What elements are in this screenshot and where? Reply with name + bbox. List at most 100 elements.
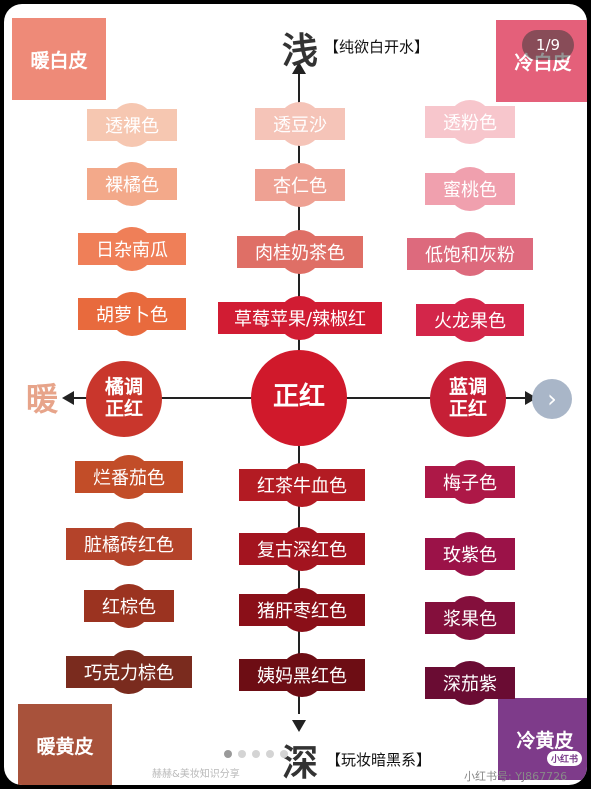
shade-label: 低饱和灰粉 bbox=[425, 245, 515, 266]
warm-side-label: 暖 bbox=[26, 380, 59, 418]
deep-label: 深 bbox=[282, 743, 319, 784]
orange-toned-line1: 橘调 bbox=[104, 376, 143, 399]
badge-blob bbox=[280, 463, 324, 507]
shade-badge-left-top-1: 透裸色 bbox=[87, 103, 177, 147]
badge-blob bbox=[110, 103, 154, 147]
badge-blob bbox=[107, 584, 151, 628]
badge-blob bbox=[278, 102, 322, 146]
corner-warm-yellow: 暖黄皮 bbox=[18, 704, 112, 785]
shade-label: 透粉色 bbox=[443, 113, 497, 134]
blue-toned-line1: 蓝调 bbox=[448, 376, 487, 399]
shade-badge-right-bottom-2: 玫紫色 bbox=[425, 532, 515, 576]
shade-badge-middle-bottom-2: 复古深红色 bbox=[239, 527, 365, 571]
shade-badge-right-top-3: 低饱和灰粉 bbox=[407, 232, 533, 276]
shade-label: 胡萝卜色 bbox=[96, 305, 168, 326]
xiaohongshu-badge: 小红书 bbox=[546, 751, 582, 766]
pagination-dots bbox=[224, 750, 288, 758]
badge-blob bbox=[448, 100, 492, 144]
corner-warm-white: 暖白皮 bbox=[12, 18, 106, 100]
shade-badge-right-top-2: 蜜桃色 bbox=[425, 167, 515, 211]
shade-label: 玫紫色 bbox=[443, 545, 497, 566]
center-true-red: 正红 bbox=[251, 350, 347, 446]
shade-label: 红茶牛血色 bbox=[257, 476, 347, 497]
image-card: 暖白皮 冷白皮 暖黄皮 冷黄皮 小红书 浅 【纯欲白开水】 深 【玩妆暗黑系】 … bbox=[4, 4, 587, 785]
badge-blob bbox=[278, 163, 322, 207]
badge-blob bbox=[278, 230, 322, 274]
chevron-right-icon: › bbox=[547, 385, 557, 413]
blue-toned-line2: 正红 bbox=[448, 398, 487, 420]
shade-badge-left-top-3: 日杂南瓜 bbox=[78, 227, 186, 271]
arrow-up-icon bbox=[292, 62, 306, 74]
shade-label: 复古深红色 bbox=[257, 540, 347, 561]
shade-label: 深茄紫 bbox=[443, 674, 497, 695]
orange-toned-line2: 正红 bbox=[104, 398, 143, 420]
badge-blob bbox=[448, 298, 492, 342]
shade-badge-right-bottom-3: 浆果色 bbox=[425, 596, 515, 640]
shade-label: 透裸色 bbox=[105, 116, 159, 137]
badge-blob bbox=[110, 227, 154, 271]
deep-tag: 【玩妆暗黑系】 bbox=[326, 751, 432, 769]
badge-blob bbox=[278, 296, 322, 340]
shade-label: 透豆沙 bbox=[273, 115, 327, 136]
badge-blob bbox=[107, 522, 151, 566]
badge-blob bbox=[107, 455, 151, 499]
blue-toned-red: 蓝调 正红 bbox=[430, 361, 506, 437]
shade-badge-middle-bottom-3: 猪肝枣红色 bbox=[239, 588, 365, 632]
badge-blob bbox=[280, 527, 324, 571]
badge-blob bbox=[110, 162, 154, 206]
shade-label: 日杂南瓜 bbox=[96, 240, 168, 261]
shade-label: 烂番茄色 bbox=[93, 468, 165, 489]
shade-label: 梅子色 bbox=[443, 473, 497, 494]
shade-label: 肉桂奶茶色 bbox=[255, 243, 345, 264]
badge-blob bbox=[107, 650, 151, 694]
shade-badge-right-bottom-1: 梅子色 bbox=[425, 460, 515, 504]
shade-badge-right-top-4: 火龙果色 bbox=[416, 298, 524, 342]
shade-badge-middle-bottom-4: 姨妈黑红色 bbox=[239, 653, 365, 697]
watermark-right: 小红书号: YJ867726 bbox=[464, 770, 568, 783]
shade-badge-middle-top-2: 杏仁色 bbox=[255, 163, 345, 207]
shade-badge-left-bottom-1: 烂番茄色 bbox=[75, 455, 183, 499]
shade-badge-middle-top-1: 透豆沙 bbox=[255, 102, 345, 146]
arrow-down-icon bbox=[292, 720, 306, 732]
badge-blob bbox=[448, 167, 492, 211]
shade-badge-left-bottom-4: 巧克力棕色 bbox=[66, 650, 192, 694]
shade-badge-left-bottom-3: 红棕色 bbox=[84, 584, 174, 628]
next-image-button[interactable]: › bbox=[532, 379, 572, 419]
shade-label: 巧克力棕色 bbox=[84, 663, 174, 684]
shade-label: 猪肝枣红色 bbox=[257, 601, 347, 622]
page-dot[interactable] bbox=[224, 750, 232, 758]
page-dot[interactable] bbox=[266, 750, 274, 758]
watermark-left: 赫赫&美妆知识分享 bbox=[152, 769, 240, 780]
shade-label: 姨妈黑红色 bbox=[257, 666, 347, 687]
page-dot[interactable] bbox=[280, 750, 288, 758]
badge-blob bbox=[110, 292, 154, 336]
light-label: 浅 bbox=[282, 31, 319, 72]
shade-badge-middle-top-4: 草莓苹果/辣椒红 bbox=[218, 296, 382, 340]
shade-label: 裸橘色 bbox=[105, 175, 159, 196]
shade-badge-right-top-1: 透粉色 bbox=[425, 100, 515, 144]
corner-cool-yellow: 冷黄皮 小红书 bbox=[498, 698, 587, 780]
shade-label: 脏橘砖红色 bbox=[84, 535, 174, 556]
badge-blob bbox=[448, 532, 492, 576]
corner-cool-yellow-label: 冷黄皮 bbox=[516, 729, 574, 752]
shade-badge-left-bottom-2: 脏橘砖红色 bbox=[66, 522, 192, 566]
shade-badge-left-top-4: 胡萝卜色 bbox=[78, 292, 186, 336]
badge-blob bbox=[280, 588, 324, 632]
badge-blob bbox=[448, 596, 492, 640]
arrow-left-icon bbox=[62, 391, 74, 405]
light-tag: 【纯欲白开水】 bbox=[324, 38, 430, 56]
shade-label: 火龙果色 bbox=[434, 311, 506, 332]
shade-label: 草莓苹果/辣椒红 bbox=[233, 309, 367, 330]
orange-toned-red: 橘调 正红 bbox=[86, 361, 162, 437]
badge-blob bbox=[280, 653, 324, 697]
shade-badge-right-bottom-4: 深茄紫 bbox=[425, 661, 515, 705]
badge-blob bbox=[448, 460, 492, 504]
shade-label: 浆果色 bbox=[443, 609, 497, 630]
badge-blob bbox=[448, 661, 492, 705]
shade-label: 杏仁色 bbox=[273, 176, 327, 197]
page-dot[interactable] bbox=[252, 750, 260, 758]
page-dot[interactable] bbox=[238, 750, 246, 758]
shade-label: 蜜桃色 bbox=[443, 180, 497, 201]
page-counter: 1/9 bbox=[522, 30, 574, 60]
